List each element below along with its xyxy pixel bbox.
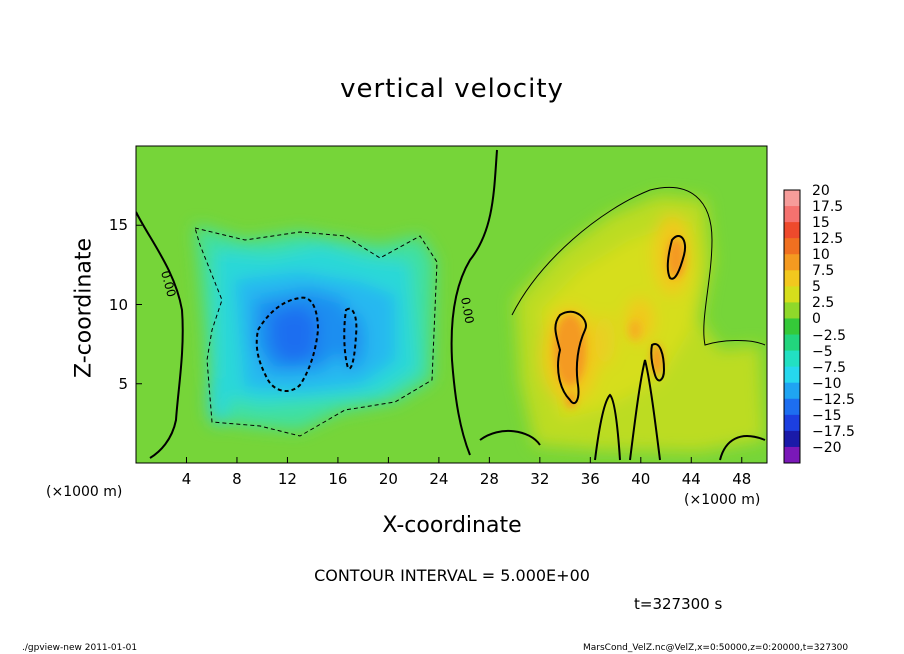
colorbar-label: 10 — [812, 247, 830, 264]
y-tick-marks — [136, 224, 142, 385]
y-tick-label: 5 — [118, 374, 128, 393]
heatmap-field — [136, 146, 767, 463]
contour-label-mid: 0.00 — [458, 296, 476, 325]
colorbar-swatch — [784, 254, 800, 271]
y-tick-label: 10 — [108, 295, 128, 314]
colorbar — [783, 189, 801, 464]
footer-right: MarsCond_VelZ.nc@VelZ,x=0:50000,z=0:2000… — [583, 643, 849, 653]
colorbar-swatch — [784, 286, 800, 303]
x-axis-label: X-coordinate — [382, 513, 522, 538]
zero-contour-left — [136, 211, 184, 459]
colorbar-label: 2.5 — [812, 295, 835, 312]
x-tick-label: 48 — [732, 470, 752, 488]
colorbar-label: −7.5 — [812, 359, 846, 376]
x-tick-label: 16 — [328, 470, 348, 488]
chart-title: vertical velocity — [340, 74, 564, 104]
x-tick-label: 4 — [181, 470, 192, 488]
colorbar-swatch — [784, 190, 800, 207]
x-tick-label: 36 — [580, 470, 600, 488]
x-tick-label: 32 — [530, 470, 550, 488]
x-tick-marks — [185, 457, 743, 463]
x-tick-label: 28 — [479, 470, 499, 488]
downdraft-region — [195, 225, 435, 430]
colorbar-label: 12.5 — [812, 231, 844, 248]
negative-contour-envelope — [194, 227, 438, 437]
colorbar-label: 15 — [812, 215, 830, 232]
colorbar-label: −20 — [812, 439, 842, 456]
x-tick-label: 40 — [631, 470, 651, 488]
colorbar-label: −5 — [812, 343, 833, 360]
colorbar-frame — [783, 189, 801, 464]
colorbar-label: −10 — [812, 375, 842, 392]
colorbar-swatch — [784, 206, 800, 223]
x-tick-label: 8 — [232, 470, 242, 488]
colorbar-label: 7.5 — [812, 263, 835, 280]
colorbar-swatch — [784, 270, 800, 287]
contour-lines — [136, 149, 766, 461]
footer-left: ./gpview-new 2011-01-01 — [22, 643, 138, 653]
colorbar-label: 20 — [812, 183, 830, 199]
positive-contour-envelope — [511, 186, 766, 346]
colorbar-label: −17.5 — [812, 423, 855, 440]
colorbar-swatch — [784, 446, 800, 464]
colorbar-label: −2.5 — [812, 327, 846, 344]
x-tick-label: 20 — [378, 470, 398, 488]
colorbar-swatch — [784, 398, 800, 416]
colorbar-label: 0 — [812, 311, 821, 328]
y-tick-label: 15 — [108, 216, 128, 235]
colorbar-swatch — [784, 334, 800, 352]
colorbar-swatch — [784, 366, 800, 384]
colorbar-swatch — [784, 350, 800, 368]
colorbar-swatch — [784, 382, 800, 400]
x-tick-label: 12 — [277, 470, 297, 488]
colorbar-swatch — [784, 222, 800, 239]
contour-interval: CONTOUR INTERVAL = 5.000E+00 — [314, 566, 590, 585]
x-tick-label: 44 — [681, 470, 701, 488]
x-unit-label-right: (×1000 m) — [684, 492, 761, 508]
contour-label-left: 0.00 — [158, 269, 178, 298]
time-stamp: t=327300 s — [634, 595, 723, 613]
colorbar-swatch — [784, 238, 800, 255]
colorbar-swatch — [784, 414, 800, 432]
colorbar-label: −12.5 — [812, 391, 855, 408]
x-unit-label-left: (×1000 m) — [46, 484, 123, 500]
colorbar-swatch — [784, 430, 800, 448]
colorbar-label: 17.5 — [812, 199, 844, 216]
colorbar-label: 5 — [812, 279, 821, 296]
colorbar-label: −15 — [812, 407, 842, 424]
colorbar-swatch — [784, 302, 800, 319]
updraft-cores — [554, 238, 685, 408]
y-axis-label: Z-coordinate — [71, 238, 97, 378]
x-tick-label: 24 — [429, 470, 449, 488]
colorbar-swatch — [784, 318, 800, 336]
zero-contour-mid — [450, 149, 498, 456]
